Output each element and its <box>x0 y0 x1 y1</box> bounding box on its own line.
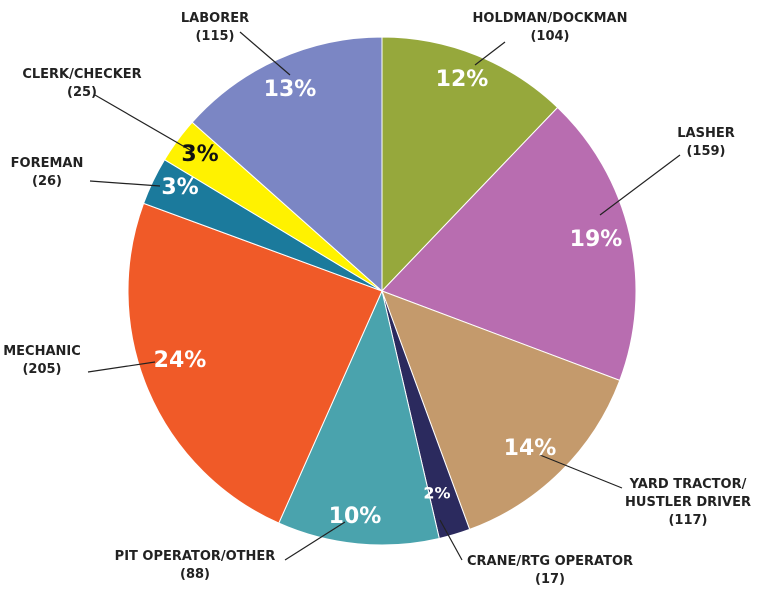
category-label: PIT OPERATOR/OTHER <box>114 549 276 564</box>
pie-slice <box>278 289 440 546</box>
count-label: (104) <box>530 29 570 44</box>
percent-label: 2% <box>423 484 450 503</box>
category-label: CRANE/RTG OPERATOR <box>466 554 634 569</box>
leader-line <box>239 31 291 76</box>
category-label: FOREMAN <box>10 156 84 171</box>
leader-line <box>439 519 463 561</box>
percent-label: 13% <box>264 77 317 102</box>
percent-label: 3% <box>181 142 218 167</box>
leader-line <box>539 454 623 489</box>
percent-label: 10% <box>329 504 382 529</box>
pie-slice <box>191 36 383 293</box>
count-label: (17) <box>535 572 565 587</box>
leader-line <box>87 361 156 373</box>
category-label: MECHANIC <box>3 344 81 359</box>
category-label: YARD TRACTOR/ HUSTLER DRIVER <box>625 477 751 510</box>
count-label: (88) <box>180 567 210 582</box>
percent-label: 12% <box>436 67 489 92</box>
count-label: (159) <box>686 144 726 159</box>
category-label: HOLDMAN/DOCKMAN <box>472 11 628 26</box>
percent-label: 19% <box>570 227 623 252</box>
count-label: (205) <box>22 362 62 377</box>
count-label: (25) <box>67 85 97 100</box>
category-label: LABORER <box>180 11 250 26</box>
pie-slice <box>381 290 621 531</box>
leader-line <box>474 41 506 66</box>
percent-label: 24% <box>154 348 207 373</box>
count-label: (26) <box>32 174 62 189</box>
leader-line <box>94 94 191 151</box>
category-label: CLERK/CHECKER <box>22 67 142 82</box>
pie-slice <box>381 36 559 293</box>
percent-label: 3% <box>161 175 198 200</box>
leader-line <box>599 154 681 216</box>
count-label: (115) <box>195 29 235 44</box>
percent-label: 14% <box>504 436 557 461</box>
pie-slice <box>381 106 637 382</box>
leader-line <box>89 180 161 187</box>
count-label: (117) <box>668 513 708 528</box>
category-label: LASHER <box>677 126 735 141</box>
leader-line <box>284 521 346 561</box>
pie-slice <box>127 202 383 524</box>
